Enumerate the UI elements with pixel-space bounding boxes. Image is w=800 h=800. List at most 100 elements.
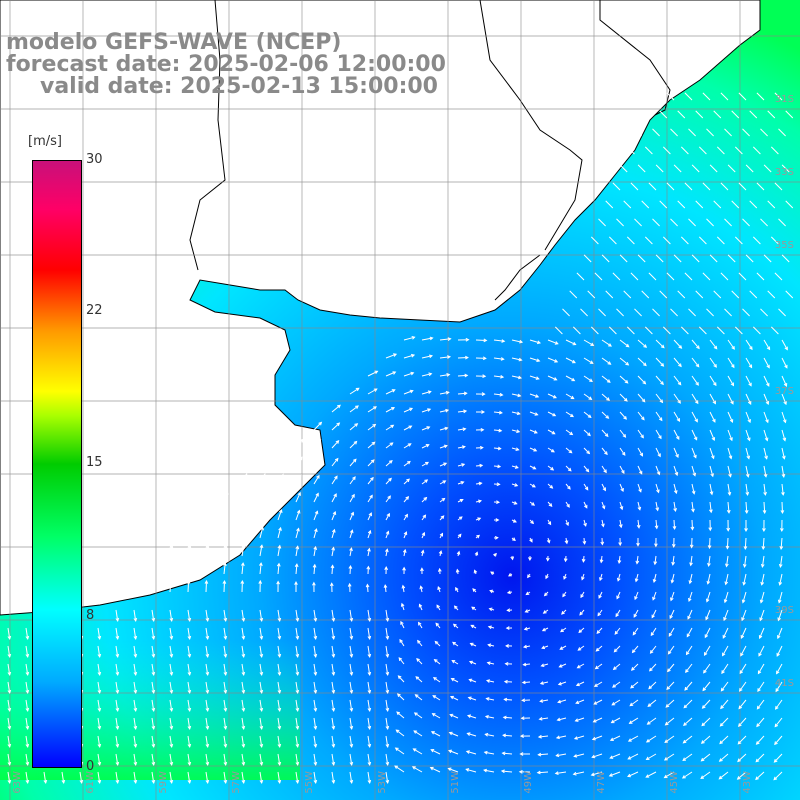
wind-arrow <box>738 272 747 281</box>
wind-arrow-head <box>223 671 228 676</box>
wind-arrow-head <box>604 451 608 456</box>
wind-arrow <box>610 735 621 741</box>
wind-arrow <box>385 717 389 729</box>
wind-arrow <box>295 439 303 449</box>
wind-arrow <box>590 236 599 245</box>
wind-arrow-head <box>349 725 354 730</box>
wind-arrow <box>745 393 752 405</box>
wind-arrow-head <box>205 653 210 658</box>
wind-arrow <box>644 236 653 245</box>
wind-arrow-head <box>711 455 715 460</box>
wind-arrow <box>277 717 281 729</box>
wind-arrow-head <box>695 363 700 368</box>
wind-arrow <box>776 663 783 674</box>
wind-arrow-head <box>402 566 406 571</box>
wind-arrow-head <box>587 414 592 419</box>
wind-arrow <box>331 547 335 557</box>
wind-arrow-head <box>584 486 589 491</box>
wind-arrow <box>349 717 353 729</box>
wind-arrow <box>493 375 504 378</box>
lon-label: 49W <box>523 771 534 794</box>
wind-arrow <box>277 609 281 621</box>
wind-arrow <box>223 771 227 783</box>
wind-arrow-head <box>774 705 779 710</box>
wind-arrow-head <box>756 705 761 710</box>
wind-arrow-head <box>550 466 555 471</box>
wind-arrow-head <box>331 761 336 766</box>
wind-arrow-head <box>671 561 676 566</box>
wind-arrow <box>295 510 300 521</box>
colorbar-units: [m/s] <box>28 134 62 149</box>
wind-arrow-head <box>499 392 504 397</box>
wind-arrow-head <box>412 748 417 752</box>
wind-arrow-head <box>693 436 698 441</box>
wind-arrow <box>349 387 360 395</box>
wind-arrow-head <box>719 740 724 745</box>
wind-arrow-head <box>574 718 579 722</box>
wind-arrow <box>614 645 621 653</box>
wind-arrow-head <box>766 346 771 351</box>
wind-arrow-head <box>367 653 372 658</box>
wind-arrow <box>385 549 388 557</box>
wind-arrow-head <box>577 647 582 651</box>
wind-arrow <box>763 501 766 514</box>
wind-arrow <box>601 501 605 509</box>
wind-arrow <box>645 771 657 778</box>
wind-arrow <box>781 411 786 423</box>
wind-arrow-head <box>711 437 716 442</box>
wind-arrow <box>709 339 718 350</box>
wind-arrow-head <box>431 713 436 717</box>
wind-arrow <box>655 519 658 529</box>
wind-arrow <box>115 645 119 657</box>
wind-arrow <box>434 659 441 665</box>
wind-arrow-head <box>330 564 335 569</box>
wind-arrow <box>295 627 299 639</box>
wind-arrow <box>745 483 749 495</box>
wind-arrow-head <box>169 689 174 694</box>
wind-arrow-head <box>625 362 630 366</box>
wind-arrow-head <box>349 779 354 784</box>
wind-arrow <box>641 200 650 209</box>
wind-arrow <box>704 645 711 656</box>
wind-arrow <box>709 254 718 263</box>
wind-arrow <box>187 717 191 729</box>
wind-arrow <box>503 734 513 737</box>
wind-arrow-head <box>476 534 480 539</box>
wind-arrow-head <box>240 579 245 584</box>
wind-arrow <box>727 393 734 405</box>
wind-arrow <box>623 200 632 209</box>
wind-arrow-head <box>694 418 698 423</box>
wind-arrow <box>432 713 441 719</box>
wind-arrow <box>241 681 245 693</box>
wind-arrow <box>613 663 621 670</box>
wind-arrow-head <box>723 599 728 604</box>
wind-arrow-head <box>7 743 12 748</box>
wind-arrow-head <box>132 579 137 584</box>
wind-arrow <box>558 681 567 685</box>
wind-arrow-head <box>367 761 372 766</box>
wind-arrow <box>702 699 711 709</box>
wind-arrow <box>259 699 263 711</box>
wind-arrow-head <box>556 717 561 722</box>
wind-arrow-head <box>97 689 102 694</box>
wind-arrow-head <box>489 589 494 594</box>
wind-arrow-head <box>535 376 540 380</box>
wind-arrow-head <box>25 743 30 748</box>
wind-arrow-head <box>521 698 526 703</box>
wind-arrow <box>451 678 459 683</box>
wind-arrow <box>223 563 226 575</box>
wind-arrow-head <box>331 671 336 676</box>
wind-arrow <box>151 771 155 783</box>
wind-arrow-head <box>712 418 716 423</box>
wind-arrow <box>617 573 621 581</box>
wind-arrow-head <box>741 599 746 604</box>
wind-arrow-head <box>703 669 707 674</box>
wind-arrow-head <box>7 707 12 712</box>
wind-arrow-head <box>513 501 518 505</box>
wind-arrow-head <box>604 433 609 438</box>
wind-arrow-head <box>694 400 699 405</box>
wind-arrow <box>187 699 191 711</box>
wind-arrow-head <box>763 473 768 478</box>
wind-arrow-head <box>365 583 370 588</box>
